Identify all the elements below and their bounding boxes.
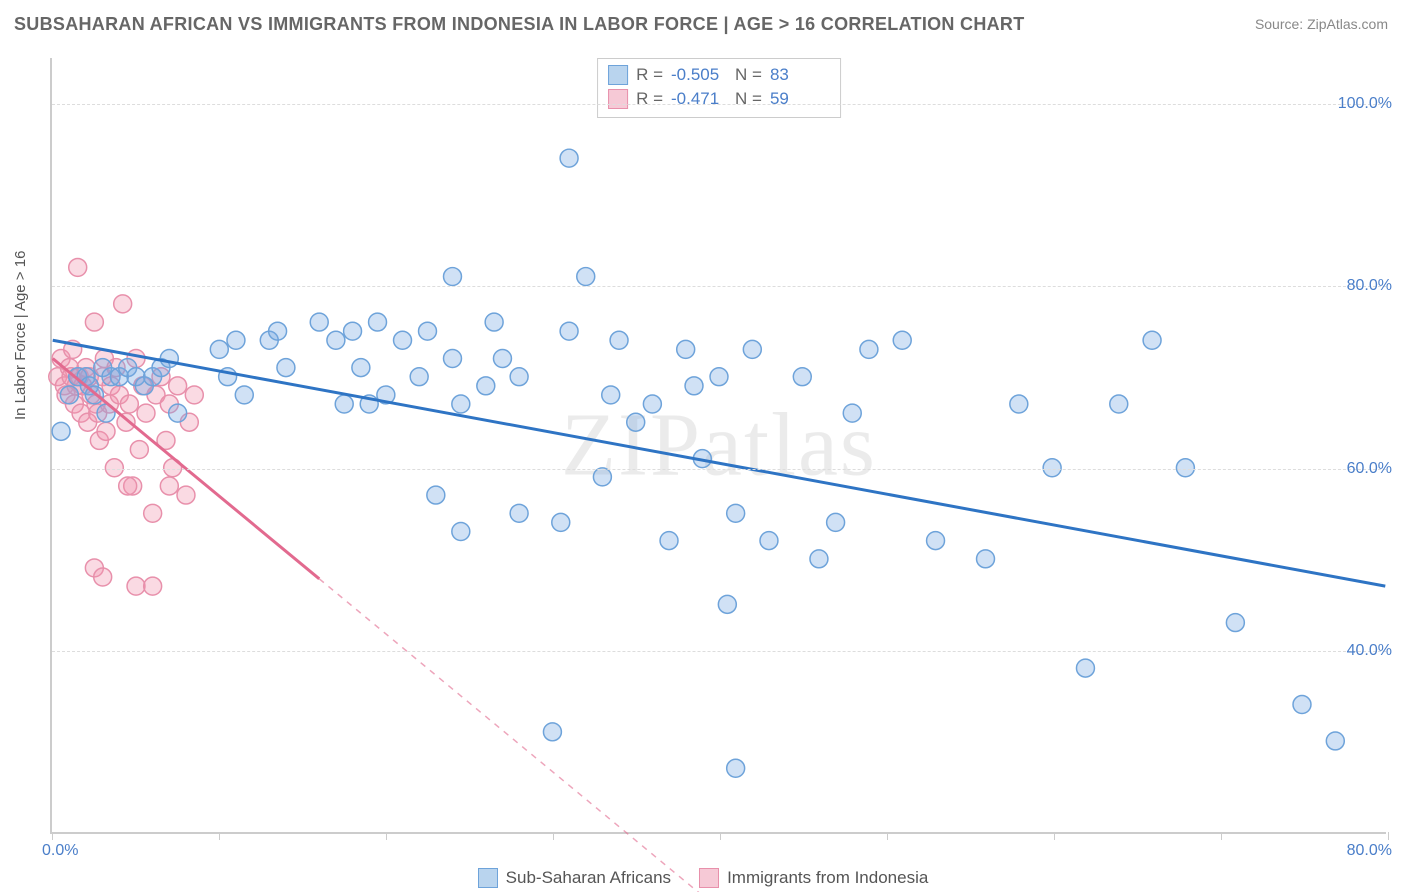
legend-item-blue: Sub-Saharan Africans <box>478 868 671 888</box>
grid-line <box>52 104 1386 105</box>
stats-legend: R = -0.505 N = 83 R = -0.471 N = 59 <box>597 58 841 118</box>
y-tick-label: 80.0% <box>1347 277 1392 295</box>
grid-line <box>52 286 1386 287</box>
y-tick-label: 60.0% <box>1347 460 1392 478</box>
n-value-blue: 83 <box>770 63 826 87</box>
n-value-pink: 59 <box>770 87 826 111</box>
bottom-legend: Sub-Saharan Africans Immigrants from Ind… <box>0 868 1406 888</box>
x-tick <box>386 832 387 840</box>
x-tick <box>1054 832 1055 840</box>
chart-svg <box>52 58 1386 832</box>
plot-area: ZIPatlas R = -0.505 N = 83 R = -0.471 N … <box>50 58 1386 834</box>
swatch-blue <box>608 65 628 85</box>
stats-row-pink: R = -0.471 N = 59 <box>608 87 826 111</box>
x-end-label: 80.0% <box>1347 842 1392 860</box>
legend-label-pink: Immigrants from Indonesia <box>727 868 928 888</box>
x-tick <box>1221 832 1222 840</box>
swatch-pink <box>699 868 719 888</box>
swatch-pink <box>608 89 628 109</box>
y-tick-label: 100.0% <box>1338 95 1392 113</box>
x-tick <box>52 832 53 840</box>
legend-item-pink: Immigrants from Indonesia <box>699 868 928 888</box>
x-tick <box>887 832 888 840</box>
r-value-pink: -0.471 <box>671 87 727 111</box>
x-tick <box>1388 832 1389 840</box>
legend-label-blue: Sub-Saharan Africans <box>506 868 671 888</box>
source-link[interactable]: ZipAtlas.com <box>1307 16 1388 32</box>
source-prefix: Source: <box>1255 16 1307 32</box>
n-label: N = <box>735 63 762 87</box>
x-tick <box>219 832 220 840</box>
source-attribution: Source: ZipAtlas.com <box>1255 16 1388 32</box>
x-start-label: 0.0% <box>42 842 78 860</box>
r-label: R = <box>636 87 663 111</box>
grid-line <box>52 469 1386 470</box>
chart-header: SUBSAHARAN AFRICAN VS IMMIGRANTS FROM IN… <box>0 0 1406 48</box>
x-tick <box>553 832 554 840</box>
grid-line <box>52 651 1386 652</box>
y-tick-label: 40.0% <box>1347 642 1392 660</box>
r-label: R = <box>636 63 663 87</box>
stats-row-blue: R = -0.505 N = 83 <box>608 63 826 87</box>
x-tick <box>720 832 721 840</box>
n-label: N = <box>735 87 762 111</box>
y-axis-label: In Labor Force | Age > 16 <box>12 251 29 420</box>
chart-title: SUBSAHARAN AFRICAN VS IMMIGRANTS FROM IN… <box>14 14 1025 35</box>
swatch-blue <box>478 868 498 888</box>
r-value-blue: -0.505 <box>671 63 727 87</box>
